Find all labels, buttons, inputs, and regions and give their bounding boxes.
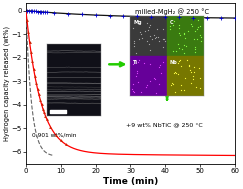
Point bbox=[36, 87, 40, 90]
Point bbox=[28, 41, 32, 44]
Point bbox=[191, 16, 195, 19]
Point bbox=[40, 103, 43, 106]
Text: +9 wt% NbTiC @ 250 °C: +9 wt% NbTiC @ 250 °C bbox=[126, 122, 203, 127]
Point bbox=[33, 75, 37, 78]
Point bbox=[37, 93, 41, 96]
Point bbox=[29, 50, 33, 53]
Text: 0.901 wt%/min: 0.901 wt%/min bbox=[32, 133, 77, 138]
Point bbox=[39, 10, 43, 13]
Point bbox=[38, 98, 42, 101]
Point bbox=[122, 15, 125, 18]
Point bbox=[136, 15, 139, 18]
Point bbox=[163, 16, 167, 19]
Point bbox=[32, 10, 36, 13]
Point bbox=[219, 16, 223, 19]
Point bbox=[59, 139, 63, 142]
Point bbox=[30, 59, 34, 62]
Point bbox=[64, 143, 68, 146]
Point bbox=[32, 67, 35, 70]
Point bbox=[42, 111, 46, 114]
X-axis label: Time (min): Time (min) bbox=[103, 177, 158, 186]
Point bbox=[29, 9, 33, 12]
Point bbox=[45, 118, 49, 121]
Point bbox=[80, 13, 84, 16]
Point bbox=[52, 11, 56, 14]
Point bbox=[43, 11, 47, 14]
Text: milled-MgH₂ @ 250 °C: milled-MgH₂ @ 250 °C bbox=[135, 8, 209, 15]
Point bbox=[177, 16, 181, 19]
Point bbox=[43, 115, 47, 118]
Point bbox=[25, 19, 29, 22]
Point bbox=[108, 14, 112, 17]
Point bbox=[41, 11, 45, 14]
Point bbox=[41, 107, 45, 110]
Point bbox=[94, 14, 97, 17]
Point bbox=[36, 10, 40, 13]
Point bbox=[34, 10, 38, 13]
Point bbox=[26, 30, 30, 33]
Point bbox=[34, 81, 38, 84]
Point bbox=[233, 16, 237, 19]
Point bbox=[66, 12, 70, 15]
Y-axis label: Hydrogen capacity released (wt%): Hydrogen capacity released (wt%) bbox=[3, 26, 10, 141]
Point bbox=[25, 9, 29, 12]
Point bbox=[48, 125, 52, 128]
Point bbox=[205, 16, 209, 19]
Point bbox=[27, 9, 31, 12]
Point bbox=[30, 10, 34, 13]
Point bbox=[38, 10, 42, 13]
Point bbox=[149, 15, 153, 18]
Point bbox=[45, 11, 49, 14]
Point bbox=[54, 133, 58, 136]
